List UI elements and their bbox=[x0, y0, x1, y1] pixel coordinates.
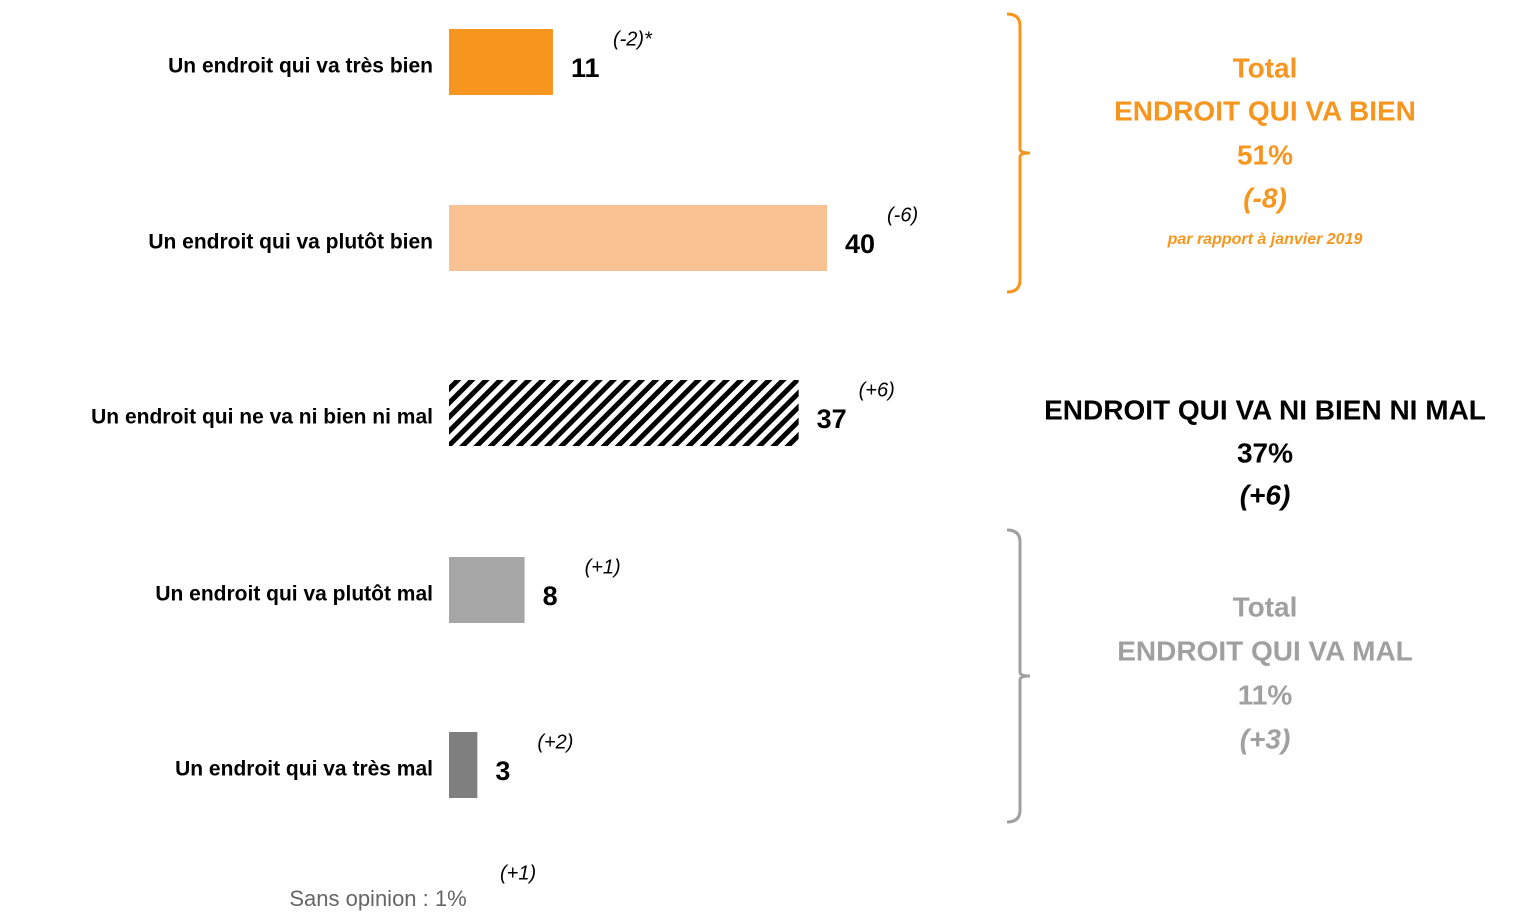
change-label: (+1) bbox=[585, 556, 621, 578]
value-label: 37 bbox=[817, 404, 847, 434]
bar bbox=[449, 29, 553, 95]
bar bbox=[449, 732, 478, 798]
group-title: Total bbox=[1233, 52, 1298, 83]
change-label: (+6) bbox=[859, 379, 895, 401]
group-name: ENDROIT QUI VA MAL bbox=[1117, 635, 1413, 666]
footnote-change: (+1) bbox=[500, 862, 536, 884]
change-label: (-6) bbox=[887, 204, 918, 226]
value-label: 8 bbox=[543, 581, 558, 611]
value-label: 11 bbox=[571, 53, 600, 83]
change-label: (-2)* bbox=[613, 28, 653, 50]
category-label: Un endroit qui va plutôt bien bbox=[148, 231, 433, 254]
group-change: (+3) bbox=[1240, 723, 1291, 754]
category-label: Un endroit qui va très mal bbox=[175, 758, 433, 781]
bar bbox=[449, 557, 525, 623]
bar bbox=[449, 205, 827, 271]
group-name: ENDROIT QUI VA NI BIEN NI MAL bbox=[1044, 394, 1486, 425]
group-value: 11% bbox=[1238, 679, 1293, 710]
category-label: Un endroit qui ne va ni bien ni mal bbox=[91, 406, 433, 429]
footnote: Sans opinion : 1% bbox=[289, 886, 466, 911]
group-title: Total bbox=[1233, 591, 1298, 622]
group-value: 51% bbox=[1237, 139, 1293, 170]
group-change: (-8) bbox=[1243, 182, 1287, 213]
category-label: Un endroit qui va très bien bbox=[168, 55, 433, 78]
value-label: 3 bbox=[495, 756, 510, 786]
change-label: (+2) bbox=[537, 731, 573, 753]
group-change: (+6) bbox=[1240, 479, 1291, 510]
value-label: 40 bbox=[845, 229, 875, 259]
bracket bbox=[1006, 528, 1031, 824]
group-value: 37% bbox=[1237, 437, 1293, 468]
bracket bbox=[1006, 12, 1031, 294]
category-label: Un endroit qui va plutôt mal bbox=[155, 583, 433, 606]
group-note: par rapport à janvier 2019 bbox=[1167, 231, 1363, 248]
group-name: ENDROIT QUI VA BIEN bbox=[1114, 95, 1416, 126]
bar bbox=[449, 380, 799, 446]
